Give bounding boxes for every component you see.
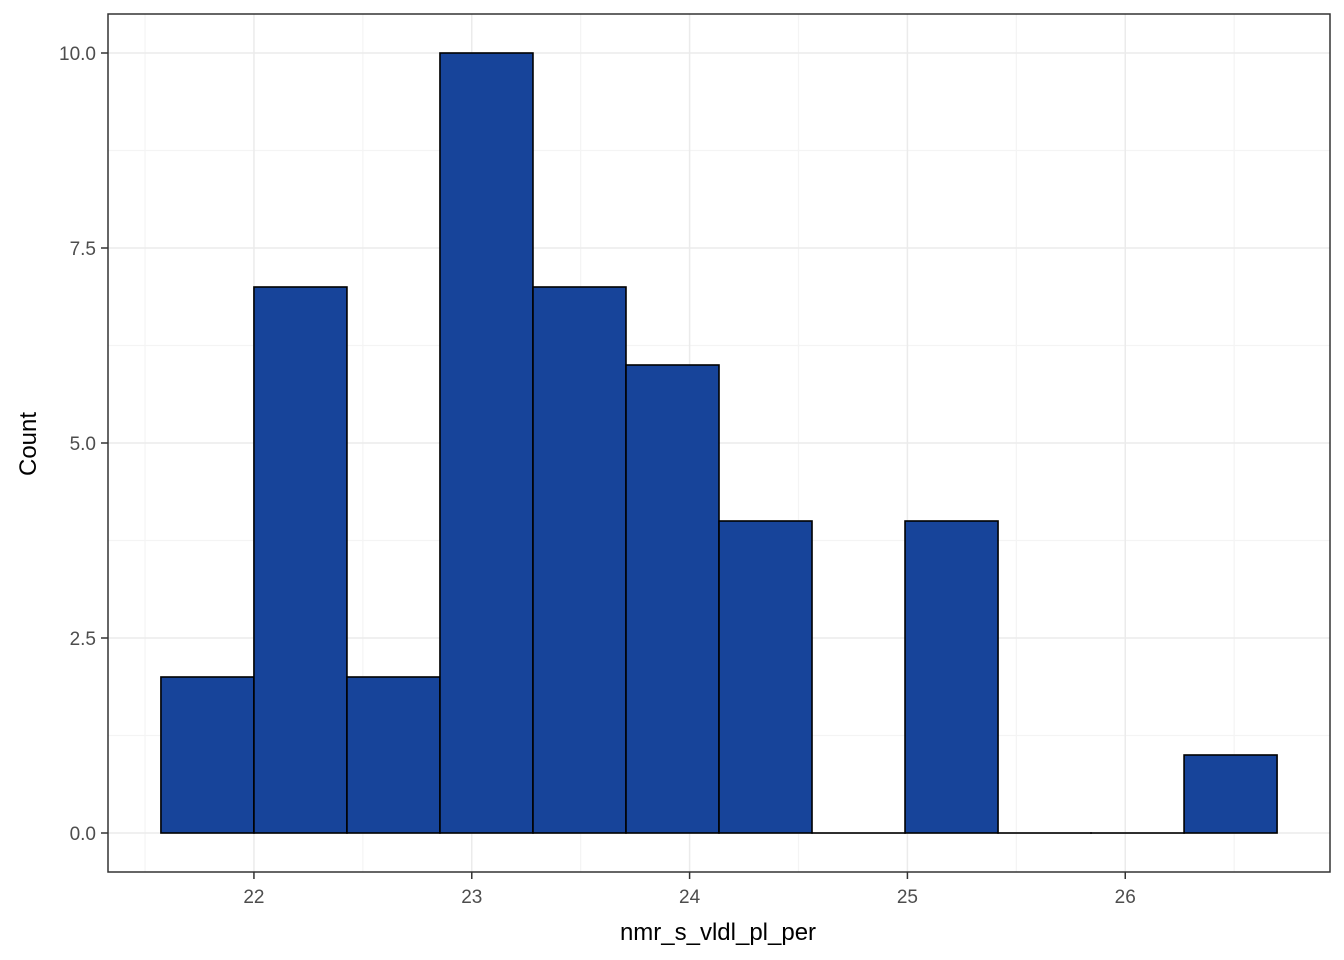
- x-tick-label-1: 23: [461, 887, 482, 908]
- x-axis-title: nmr_s_vldl_pl_per: [620, 919, 816, 946]
- y-axis-title: Count: [15, 412, 42, 476]
- histogram-bar-8: [904, 520, 999, 834]
- y-axis: 0.0 2.5 5.0 7.5 10.0: [59, 44, 108, 845]
- bars: [160, 52, 1278, 834]
- x-tick-label-2: 24: [679, 887, 701, 908]
- y-tick-label-1: 2.5: [70, 629, 96, 650]
- histogram-bar-1: [253, 286, 348, 834]
- histogram-bar-3: [439, 52, 534, 834]
- histogram-bar-4: [532, 286, 627, 834]
- x-tick-label-4: 26: [1115, 887, 1136, 908]
- y-tick-label-2: 5.0: [70, 434, 96, 455]
- y-tick-label-4: 10.0: [59, 44, 96, 65]
- histogram-bar-6: [718, 520, 813, 834]
- histogram-bar-5: [625, 364, 720, 834]
- y-tick-label-0: 0.0: [70, 824, 96, 845]
- x-tick-label-3: 25: [897, 887, 918, 908]
- histogram-bar-0: [160, 676, 255, 834]
- x-axis: 22 23 24 25 26: [243, 872, 1136, 908]
- histogram-bar-11: [1183, 754, 1278, 834]
- x-tick-label-0: 22: [243, 887, 264, 908]
- y-tick-label-3: 7.5: [70, 239, 96, 260]
- histogram-bar-2: [346, 676, 441, 834]
